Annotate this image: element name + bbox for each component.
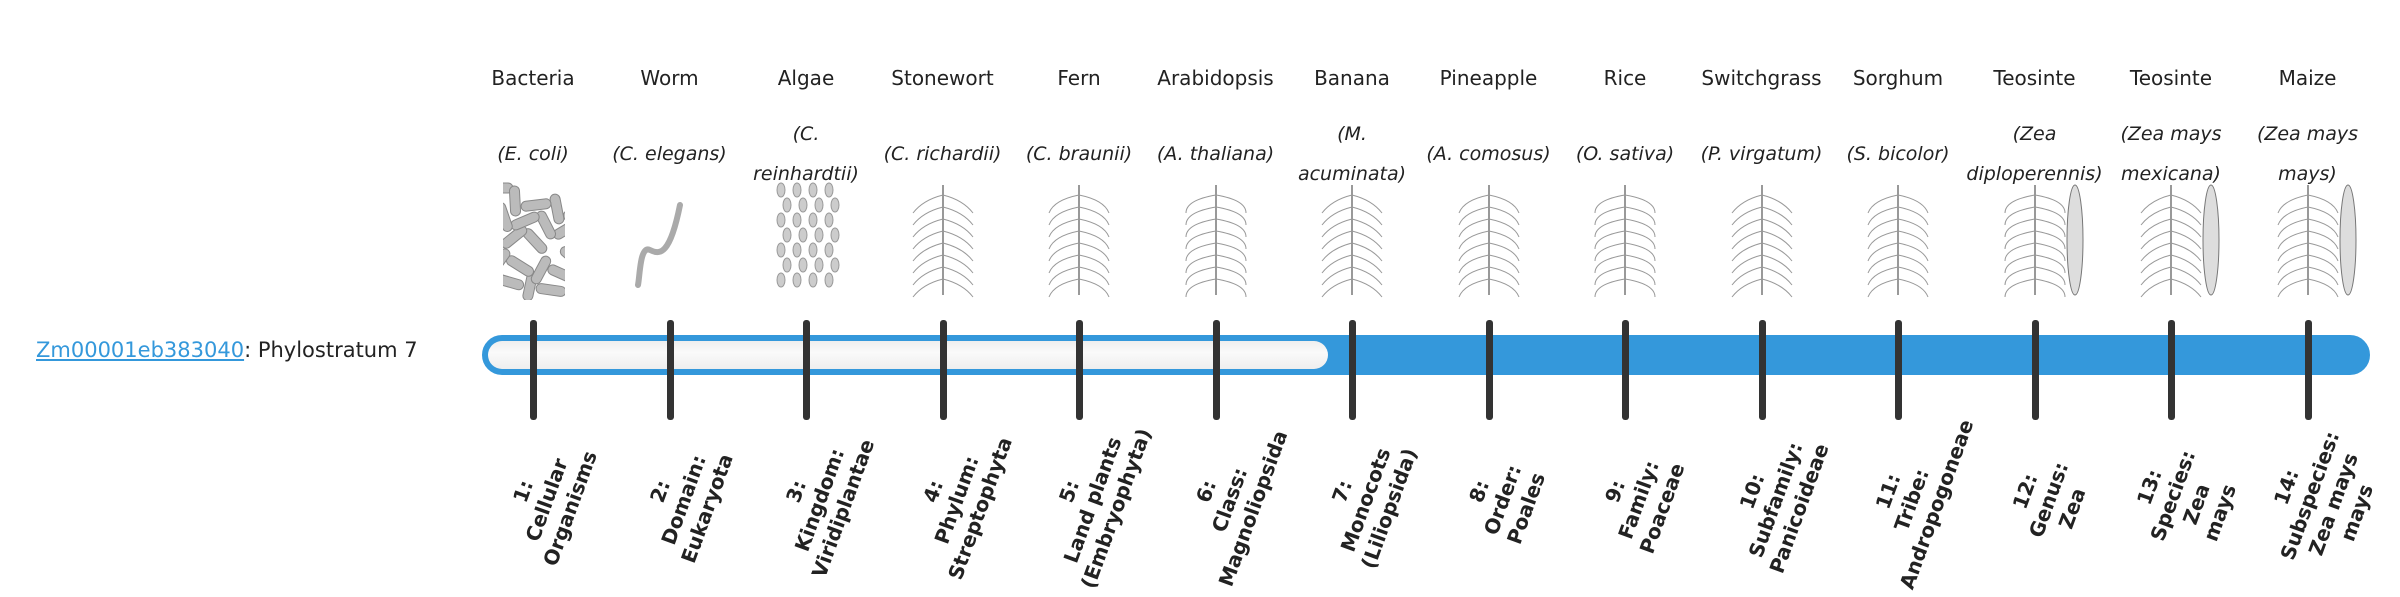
stratum-label: 5: Land plants (Embryophyta) [1029,407,1158,592]
stratum-label: 7: Monocots (Liliopsida) [1302,407,1431,592]
stratum-tick [939,320,947,420]
stratum-tick [803,320,810,420]
scientific-name-text: (S. bicolor) [1846,143,1950,165]
organism-scientific-name: (Zea diploperennis) [1966,112,2103,196]
scientific-name-text: (C. elegans) [612,143,727,165]
algae-icon [746,175,866,300]
organism-scientific-name: (E. coli) [465,112,601,196]
organism-scientific-name: (O. sativa) [1557,112,1693,196]
rice-icon [1565,175,1685,300]
gene-id-link[interactable]: Zm00001eb383040 [36,338,245,362]
bacteria-icon [473,175,593,300]
scientific-name-text: (Zea diploperennis) [1966,123,2103,185]
organism-scientific-name: (Zea mays mays) [2240,112,2376,196]
organism-name: Fern [1057,66,1101,90]
stratum-tick [1076,320,1083,420]
stratum-tick [1758,320,1766,420]
stratum-label: 9: Family: Poaceae [1575,407,1704,592]
teosinte-icon [1975,175,2095,300]
maize-icon [2248,175,2368,300]
organism-name: Bacteria [491,66,575,90]
phylostratum-bar-empty [488,341,1328,369]
organism-scientific-name: (C. braunii) [1011,112,1147,196]
stratum-tick [1212,320,1220,420]
organism-name: Teosinte [2129,66,2213,90]
sorghum-icon [1838,175,1958,300]
organism-scientific-name: (S. bicolor) [1830,112,1966,196]
stratum-tick [530,320,537,420]
scientific-name-text: (Zea mays mays) [2256,123,2359,185]
organism-name: Worm [640,66,699,90]
organism-scientific-name: (C. reinhardtii) [738,112,874,196]
teosinte-icon [2111,175,2231,300]
scientific-name-text: (C. braunii) [1025,143,1133,165]
organism-scientific-name: (A. thaliana) [1148,112,1284,196]
stratum-label: 1: Cellular Organisms [483,407,612,592]
stonewort-icon [883,175,1003,300]
stratum-tick [1485,320,1493,420]
scientific-name-text: (A. comosus) [1426,143,1551,165]
stratum-label: 12: Genus: Zea [1984,407,2113,592]
scientific-name-text: (O. sativa) [1575,143,1675,165]
organism-scientific-name: (A. comosus) [1421,112,1557,196]
phylostratum-bar [482,335,2370,375]
organism-scientific-name: (M. acuminata) [1284,112,1420,196]
stratum-tick [1622,320,1629,420]
organism-name: Rice [1603,66,1647,90]
stratum-tick [2304,320,2312,420]
organism-scientific-name: (C. elegans) [602,112,738,196]
pineapple-icon [1429,175,1549,300]
fern-icon [1019,175,1139,300]
gene-phylostratum-label: Zm00001eb383040: Phylostratum 7 [36,338,418,362]
stratum-label: 4: Phylum: Streptophyta [892,407,1021,592]
organism-name: Banana [1314,66,1390,90]
organism-scientific-name: (C. richardii) [875,112,1011,196]
stratum-label: 3: Kingdom: Viridiplantae [756,407,885,592]
organism-name: Maize [2278,66,2337,90]
scientific-name-text: (E. coli) [497,143,569,165]
organism-scientific-name: (P. virgatum) [1694,112,1830,196]
switchgrass-icon [1702,175,1822,300]
stratum-label: 8: Order: Poales [1438,407,1567,592]
phylostratum-text: : Phylostratum 7 [244,338,418,362]
stratum-tick [1349,320,1356,420]
organism-name: Arabidopsis [1157,66,1274,90]
organism-name: Sorghum [1852,66,1944,90]
organism-name: Stonewort [891,66,994,90]
organism-scientific-name: (Zea mays mexicana) [2103,112,2239,196]
stratum-tick [1895,320,1902,420]
organism-name: Teosinte [1993,66,2076,90]
organism-name: Switchgrass [1701,66,1822,90]
scientific-name-text: (C. reinhardtii) [753,123,859,185]
stratum-tick [2031,320,2039,420]
stratum-label: 13: Species: Zea mays [2109,403,2261,597]
stratum-label: 6: Class: Magnoliopsida [1165,407,1294,592]
scientific-name-text: (M. acuminata) [1297,123,1407,185]
scientific-name-text: (P. virgatum) [1700,143,1823,165]
scientific-name-text: (A. thaliana) [1156,143,1275,165]
stratum-label: 14: Subspecies: Zea mays mays [2245,403,2397,597]
stratum-tick [666,320,674,420]
stratum-label: 10: Subfamily: Panicoideae [1711,407,1840,592]
worm-icon [610,175,730,300]
organism-name: Algae [777,66,835,90]
banana-icon [1292,175,1412,300]
organism-name: Pineapple [1439,66,1538,90]
scientific-name-text: (Zea mays mexicana) [2120,123,2222,185]
stratum-label: 11: Tribe: Andropogoneae [1848,407,1979,592]
stratum-tick [2168,320,2175,420]
arabidopsis-icon [1156,175,1276,300]
scientific-name-text: (C. richardii) [883,143,1002,165]
stratum-label: 2: Domain: Eukaryota [619,407,748,592]
